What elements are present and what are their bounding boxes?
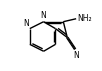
Text: N: N bbox=[23, 19, 29, 28]
Text: NH₂: NH₂ bbox=[77, 14, 92, 23]
Text: N: N bbox=[41, 11, 47, 20]
Text: N: N bbox=[73, 51, 79, 60]
